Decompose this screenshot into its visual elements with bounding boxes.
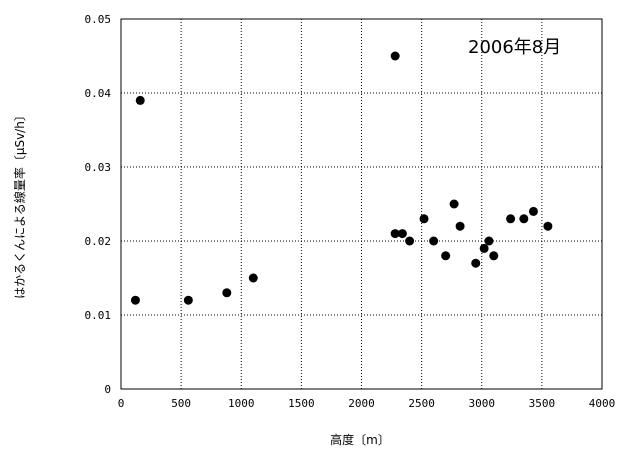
x-axis-label: 高度〔m〕 bbox=[330, 432, 390, 447]
data-point bbox=[543, 221, 553, 231]
x-tick-label: 2500 bbox=[408, 397, 435, 410]
data-point bbox=[528, 206, 538, 216]
y-axis-label: はかるくんによる線量率〔μSv/h〕 bbox=[12, 109, 27, 299]
data-point bbox=[397, 229, 407, 239]
y-tick-label: 0.04 bbox=[85, 87, 112, 100]
plot-frame bbox=[120, 18, 603, 390]
data-point bbox=[419, 214, 429, 224]
data-point bbox=[519, 214, 529, 224]
y-tick-label: 0 bbox=[104, 383, 111, 396]
data-point bbox=[130, 295, 140, 305]
data-point bbox=[484, 236, 494, 246]
data-point bbox=[489, 251, 499, 261]
x-tick-label: 1000 bbox=[228, 397, 255, 410]
x-tick-label: 0 bbox=[118, 397, 125, 410]
y-tick-label: 0.03 bbox=[85, 161, 112, 174]
x-axis-ticks: 0 500 1000 1500 2000 2500 3000 3500 4000 bbox=[118, 397, 616, 410]
x-tick-label: 2000 bbox=[348, 397, 375, 410]
data-point bbox=[479, 243, 489, 253]
data-point bbox=[183, 295, 193, 305]
y-tick-label: 0.01 bbox=[85, 309, 112, 322]
x-tick-label: 1500 bbox=[288, 397, 315, 410]
chart-annotation: 2006年8月 bbox=[468, 37, 561, 58]
data-point bbox=[449, 199, 459, 209]
y-tick-label: 0.05 bbox=[85, 13, 112, 26]
x-tick-label: 3000 bbox=[469, 397, 496, 410]
data-point bbox=[405, 236, 415, 246]
data-point bbox=[135, 95, 145, 105]
y-axis-ticks: 0 0.01 0.02 0.03 0.04 0.05 bbox=[85, 13, 112, 396]
data-point bbox=[429, 236, 439, 246]
grid-lines bbox=[121, 19, 602, 389]
y-tick-label: 0.02 bbox=[85, 235, 112, 248]
data-point bbox=[390, 229, 400, 239]
x-tick-label: 500 bbox=[171, 397, 191, 410]
data-point bbox=[248, 273, 258, 283]
data-point bbox=[390, 51, 400, 61]
data-points bbox=[130, 51, 553, 305]
x-tick-label: 3500 bbox=[529, 397, 556, 410]
data-point bbox=[222, 288, 232, 298]
data-point bbox=[455, 221, 465, 231]
data-point bbox=[471, 258, 481, 268]
x-tick-label: 4000 bbox=[589, 397, 616, 410]
data-point bbox=[441, 251, 451, 261]
data-point bbox=[506, 214, 516, 224]
